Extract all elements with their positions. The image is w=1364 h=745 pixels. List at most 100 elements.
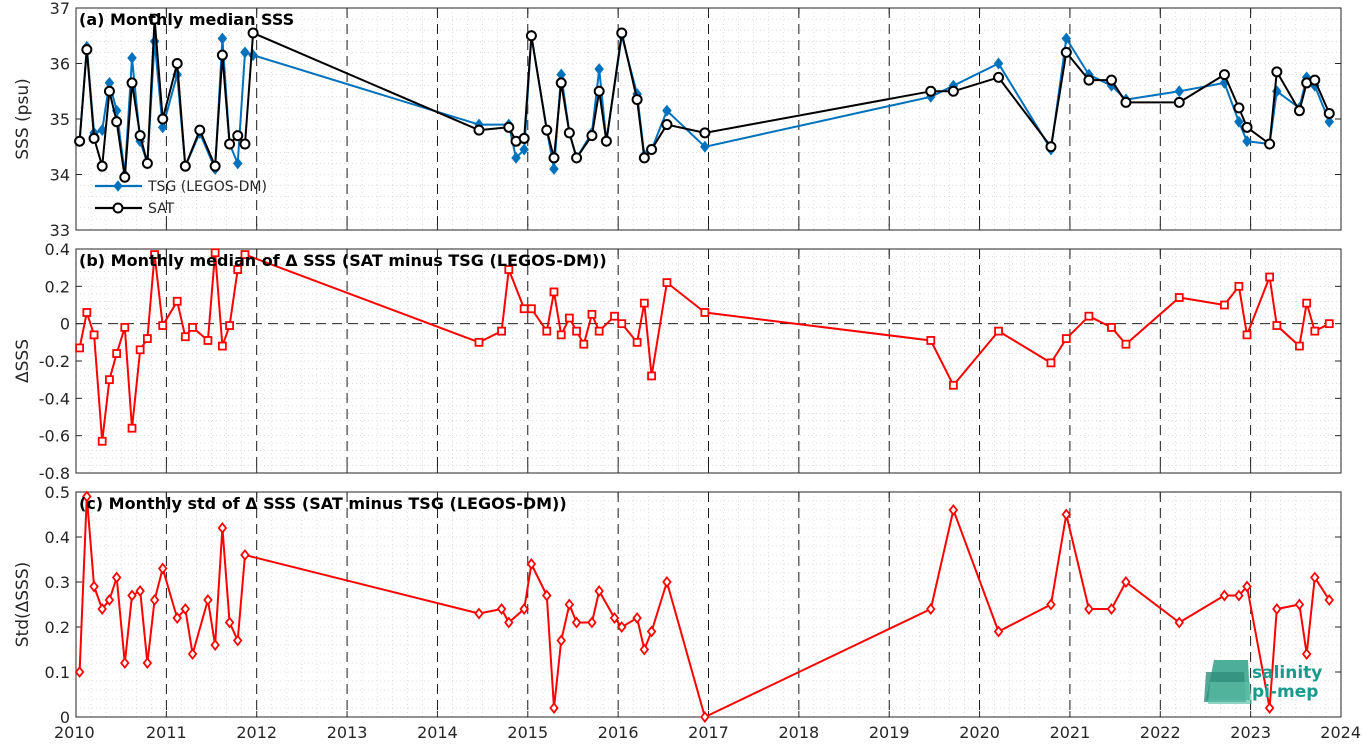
y-tick-label: 33 bbox=[50, 221, 70, 240]
data-point bbox=[1242, 330, 1252, 340]
data-point bbox=[74, 135, 86, 147]
y-tick-label: 0.2 bbox=[45, 618, 70, 637]
x-tick-label: 2022 bbox=[1140, 723, 1181, 742]
data-point bbox=[564, 598, 575, 611]
data-point bbox=[549, 287, 559, 297]
data-point bbox=[594, 63, 604, 75]
y-tick-label: 36 bbox=[50, 55, 70, 74]
data-point bbox=[1174, 85, 1185, 98]
data-point bbox=[593, 85, 605, 97]
data-point bbox=[224, 616, 235, 629]
data-point bbox=[179, 160, 191, 172]
data-point bbox=[119, 171, 131, 183]
y-tick-label: -0.8 bbox=[39, 464, 70, 483]
x-tick-label: 2017 bbox=[688, 723, 729, 742]
data-point bbox=[217, 32, 228, 45]
data-point bbox=[1265, 272, 1275, 282]
data-point bbox=[947, 85, 959, 97]
data-point bbox=[89, 580, 99, 593]
data-point bbox=[617, 621, 627, 633]
y-axis: 0 0.1 0.2 0.3 0.4 0.5 bbox=[45, 483, 1342, 727]
data-point bbox=[157, 121, 168, 134]
x-tick-label: 2020 bbox=[959, 723, 1000, 742]
data-point bbox=[172, 612, 182, 624]
data-point bbox=[525, 30, 537, 42]
data-point bbox=[926, 603, 936, 615]
data-point bbox=[548, 152, 560, 164]
data-point bbox=[1220, 300, 1229, 310]
data-point bbox=[1061, 508, 1072, 521]
data-point bbox=[203, 594, 213, 606]
data-point bbox=[662, 104, 672, 117]
data-point bbox=[1323, 107, 1335, 119]
panel-title: (b) Monthly median of Δ SSS (SAT minus T… bbox=[79, 251, 607, 270]
data-point bbox=[699, 127, 711, 139]
x-tick-label: 2015 bbox=[507, 723, 548, 742]
data-point bbox=[662, 278, 672, 288]
y-axis: 0.4 0.2 0 -0.2 -0.4 -0.6 -0.8 bbox=[39, 240, 1342, 483]
data-point bbox=[1272, 321, 1282, 330]
data-point bbox=[542, 326, 552, 336]
data-point bbox=[1264, 138, 1276, 150]
data-point bbox=[149, 594, 160, 606]
data-point bbox=[1046, 358, 1056, 368]
y-tick-label: -0.6 bbox=[39, 427, 70, 446]
x-tick-label: 2016 bbox=[598, 723, 639, 742]
data-point bbox=[473, 124, 485, 136]
data-point bbox=[1106, 603, 1117, 615]
data-point bbox=[104, 594, 115, 606]
data-point bbox=[948, 504, 959, 516]
data-point bbox=[700, 140, 710, 153]
data-point bbox=[1084, 311, 1094, 321]
y-axis: 33 34 35 36 37 bbox=[50, 0, 1342, 240]
data-point bbox=[127, 52, 137, 64]
data-point bbox=[150, 250, 160, 260]
data-point bbox=[541, 124, 553, 136]
data-point bbox=[149, 13, 161, 25]
data-point bbox=[497, 326, 506, 336]
data-point bbox=[232, 130, 244, 142]
y-axis-label: ΔSSS bbox=[13, 339, 33, 383]
data-point bbox=[127, 423, 137, 433]
data-point bbox=[1219, 589, 1230, 602]
data-point bbox=[97, 436, 107, 446]
data-point bbox=[105, 375, 114, 385]
data-point bbox=[157, 113, 169, 125]
y-tick-label: 0.2 bbox=[45, 277, 70, 296]
data-point bbox=[586, 130, 598, 142]
data-point bbox=[240, 250, 250, 260]
x-tick-label: 2024 bbox=[1320, 723, 1361, 742]
data-point bbox=[96, 160, 108, 172]
data-point bbox=[661, 119, 673, 131]
data-point bbox=[564, 313, 574, 323]
series-line bbox=[78, 495, 1331, 718]
y-tick-label: -0.2 bbox=[39, 352, 70, 371]
data-point bbox=[1174, 616, 1185, 629]
data-point bbox=[75, 343, 85, 353]
data-point bbox=[647, 371, 656, 381]
logo-text-pi-mep: pi-mep bbox=[1252, 682, 1318, 702]
data-point bbox=[88, 132, 100, 144]
logo-icon bbox=[1204, 660, 1252, 704]
data-point bbox=[1301, 648, 1312, 660]
data-point bbox=[571, 616, 582, 629]
data-point bbox=[700, 711, 710, 723]
data-point bbox=[527, 304, 536, 314]
data-point bbox=[1061, 32, 1072, 45]
x-tick-label: 2018 bbox=[778, 723, 819, 742]
y-tick-label: 0.3 bbox=[45, 573, 70, 592]
data-point bbox=[103, 85, 115, 97]
data-point bbox=[994, 326, 1003, 336]
data-point bbox=[587, 616, 597, 629]
data-point bbox=[519, 304, 529, 314]
data-point bbox=[1233, 102, 1245, 114]
data-point bbox=[617, 319, 627, 329]
data-point bbox=[142, 334, 152, 344]
data-point bbox=[549, 163, 559, 175]
data-point bbox=[1046, 598, 1056, 611]
logo-text-salinity: salinity bbox=[1252, 663, 1322, 683]
data-point bbox=[74, 666, 85, 678]
data-point bbox=[209, 160, 221, 172]
x-tick-label: 2014 bbox=[417, 723, 458, 742]
